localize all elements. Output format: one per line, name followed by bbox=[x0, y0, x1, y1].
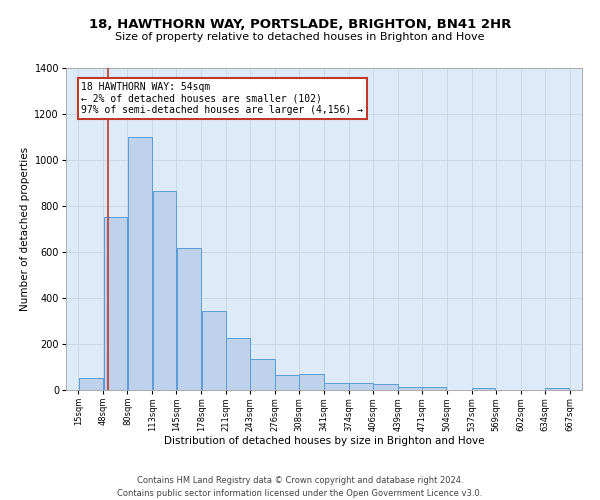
Bar bbox=[545, 388, 569, 390]
Text: Contains HM Land Registry data © Crown copyright and database right 2024.
Contai: Contains HM Land Registry data © Crown c… bbox=[118, 476, 482, 498]
Bar bbox=[325, 383, 349, 390]
Bar bbox=[176, 248, 201, 390]
Bar bbox=[299, 374, 323, 390]
Bar bbox=[422, 386, 446, 390]
Bar bbox=[226, 338, 250, 390]
Bar bbox=[79, 378, 103, 390]
Bar bbox=[250, 359, 275, 390]
Text: 18, HAWTHORN WAY, PORTSLADE, BRIGHTON, BN41 2HR: 18, HAWTHORN WAY, PORTSLADE, BRIGHTON, B… bbox=[89, 18, 511, 30]
Text: 18 HAWTHORN WAY: 54sqm
← 2% of detached houses are smaller (102)
97% of semi-det: 18 HAWTHORN WAY: 54sqm ← 2% of detached … bbox=[82, 82, 364, 115]
Bar bbox=[349, 383, 373, 390]
Bar bbox=[275, 375, 299, 390]
Text: Size of property relative to detached houses in Brighton and Hove: Size of property relative to detached ho… bbox=[115, 32, 485, 42]
X-axis label: Distribution of detached houses by size in Brighton and Hove: Distribution of detached houses by size … bbox=[164, 436, 484, 446]
Bar bbox=[152, 190, 176, 390]
Bar bbox=[373, 384, 398, 390]
Bar bbox=[202, 310, 226, 390]
Bar bbox=[472, 388, 496, 390]
Bar bbox=[104, 217, 127, 390]
Bar bbox=[128, 136, 152, 390]
Bar bbox=[398, 386, 422, 390]
Y-axis label: Number of detached properties: Number of detached properties bbox=[20, 146, 30, 311]
